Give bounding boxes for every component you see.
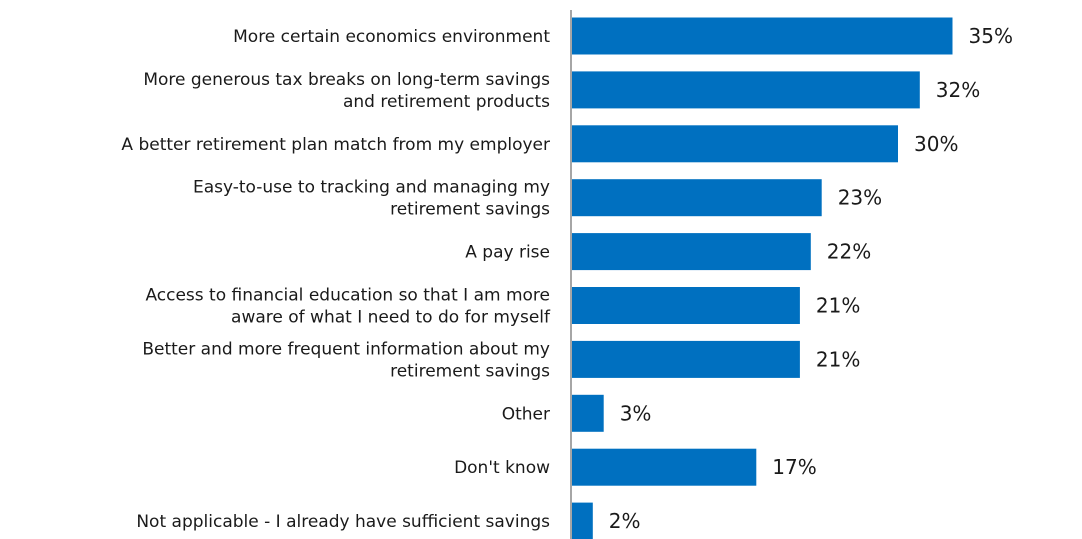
category-label-line: retirement savings — [390, 200, 550, 220]
bar-0 — [571, 17, 953, 55]
value-label-7: 3% — [620, 401, 652, 425]
value-label-6: 21% — [816, 347, 860, 371]
bar-7 — [571, 394, 604, 432]
value-label-5: 21% — [816, 294, 860, 318]
value-label-3: 23% — [838, 186, 882, 210]
category-label-5: Access to financial education so that I … — [145, 286, 551, 328]
bar-4 — [571, 233, 811, 271]
category-label-line: A pay rise — [465, 243, 550, 263]
category-label-line: Other — [502, 404, 550, 424]
bar-9 — [571, 502, 593, 539]
category-label-7: Other — [502, 404, 550, 424]
value-labels-group: 35% 32% 30% 23% 22% 21% 21% 3% 17% 2% — [609, 24, 1013, 533]
category-label-line: Not applicable - I already have sufficie… — [136, 512, 550, 532]
category-label-4: A pay rise — [465, 243, 550, 263]
category-label-line: More generous tax breaks on long-term sa… — [143, 70, 550, 90]
value-label-1: 32% — [936, 78, 980, 102]
value-label-9: 2% — [609, 509, 641, 533]
category-label-3: Easy-to-use to tracking and managing my r… — [193, 178, 550, 220]
category-label-6: Better and more frequent information abo… — [142, 339, 550, 381]
category-label-line: Easy-to-use to tracking and managing my — [193, 178, 550, 198]
category-label-2: A better retirement plan match from my e… — [121, 135, 550, 155]
category-label-line: Better and more frequent information abo… — [142, 339, 550, 359]
bar-1 — [571, 71, 920, 109]
bars-group — [571, 17, 953, 539]
bar-8 — [571, 448, 757, 486]
value-label-4: 22% — [827, 240, 871, 264]
category-label-line: A better retirement plan match from my e… — [121, 135, 550, 155]
category-label-line: Access to financial education so that I … — [145, 286, 550, 306]
bar-2 — [571, 125, 898, 163]
category-labels-group: More certain economics environment More g… — [121, 27, 551, 532]
bar-5 — [571, 287, 800, 324]
category-label-8: Don't know — [454, 458, 550, 478]
category-label-line: More certain economics environment — [233, 27, 550, 47]
value-label-0: 35% — [969, 24, 1013, 48]
category-label-line: aware of what I need to do for myself — [231, 308, 551, 328]
bar-6 — [571, 340, 800, 378]
category-label-line: Don't know — [454, 458, 550, 478]
category-label-line: and retirement products — [343, 92, 550, 112]
value-label-8: 17% — [772, 455, 816, 479]
category-label-line: retirement savings — [390, 361, 550, 381]
category-label-9: Not applicable - I already have sufficie… — [136, 512, 550, 532]
bar-3 — [571, 179, 822, 217]
value-label-2: 30% — [914, 132, 958, 156]
category-label-1: More generous tax breaks on long-term sa… — [143, 70, 550, 112]
category-label-0: More certain economics environment — [233, 27, 550, 47]
